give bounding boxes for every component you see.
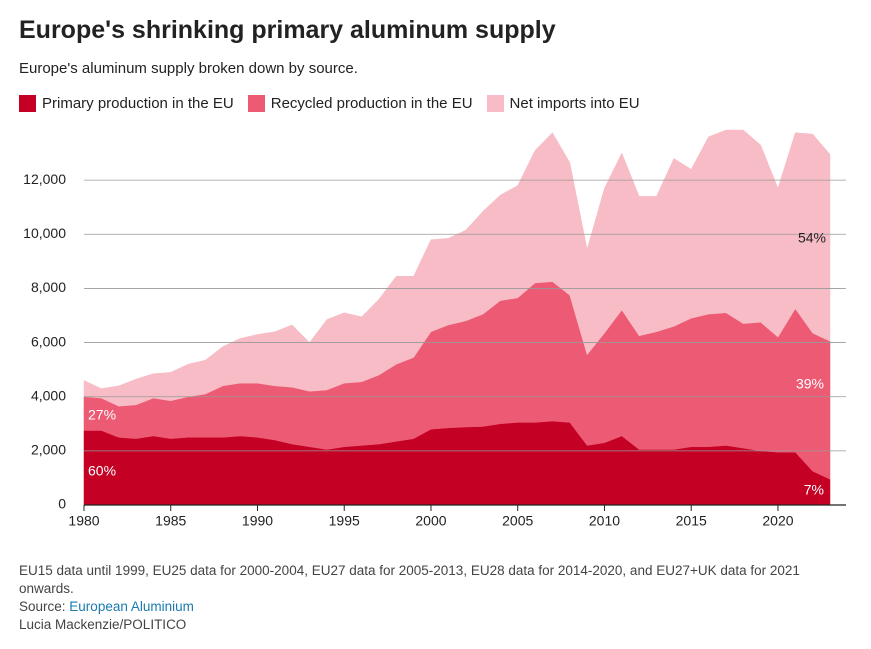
y-tick-label: 12,000 bbox=[23, 171, 66, 187]
x-tick-label: 1985 bbox=[155, 513, 186, 529]
y-tick-label: 6,000 bbox=[31, 333, 66, 349]
legend-item: Net imports into EU bbox=[486, 95, 640, 112]
footer: EU15 data until 1999, EU25 data for 2000… bbox=[19, 562, 819, 634]
y-tick-label: 0 bbox=[58, 496, 66, 512]
annotation: 60% bbox=[88, 463, 116, 479]
legend-label: Recycled production in the EU bbox=[270, 95, 473, 112]
legend-label: Primary production in the EU bbox=[42, 95, 234, 112]
legend-swatch bbox=[247, 95, 265, 112]
note: EU15 data until 1999, EU25 data for 2000… bbox=[19, 563, 800, 596]
annotation: 54% bbox=[798, 230, 826, 246]
annotation: 39% bbox=[796, 376, 824, 392]
legend-label: Net imports into EU bbox=[509, 95, 640, 112]
y-tick-label: 10,000 bbox=[23, 225, 66, 241]
x-tick-label: 2020 bbox=[762, 513, 793, 529]
x-tick-label: 2000 bbox=[415, 513, 446, 529]
legend-item: Primary production in the EU bbox=[19, 95, 234, 112]
legend-swatch bbox=[19, 95, 36, 112]
area bbox=[83, 129, 831, 407]
x-tick-label: 2015 bbox=[676, 513, 707, 529]
y-tick-label: 4,000 bbox=[31, 387, 66, 403]
annotation: 27% bbox=[88, 407, 116, 423]
legend: Primary production in the EU Recycled pro… bbox=[19, 95, 640, 112]
y-tick-label: 8,000 bbox=[31, 279, 66, 295]
chart: 0 2,000 4,000 6,000 8,000 10,000 12,000 1980 198… bbox=[23, 129, 846, 529]
x-tick-label: 2005 bbox=[502, 513, 533, 529]
x-tick-label: 1980 bbox=[68, 513, 99, 529]
y-tick-label: 2,000 bbox=[31, 442, 66, 458]
legend-item: Recycled production in the EU bbox=[247, 95, 473, 112]
x-tick-label: 1995 bbox=[329, 513, 360, 529]
x-tick-label: 1990 bbox=[242, 513, 273, 529]
x-tick-label: 2010 bbox=[589, 513, 620, 529]
credit: Lucia Mackenzie/POLITICO bbox=[19, 617, 187, 632]
annotation: 7% bbox=[804, 482, 824, 498]
source-line: Source: European Aluminium bbox=[19, 598, 819, 616]
chart-subtitle: Europe's aluminum supply broken down by … bbox=[19, 60, 358, 77]
source-label: Source: bbox=[19, 599, 66, 614]
legend-swatch bbox=[486, 95, 504, 112]
chart-title: Europe's shrinking primary aluminum supp… bbox=[19, 16, 556, 44]
source-link[interactable]: European Aluminium bbox=[69, 599, 194, 614]
